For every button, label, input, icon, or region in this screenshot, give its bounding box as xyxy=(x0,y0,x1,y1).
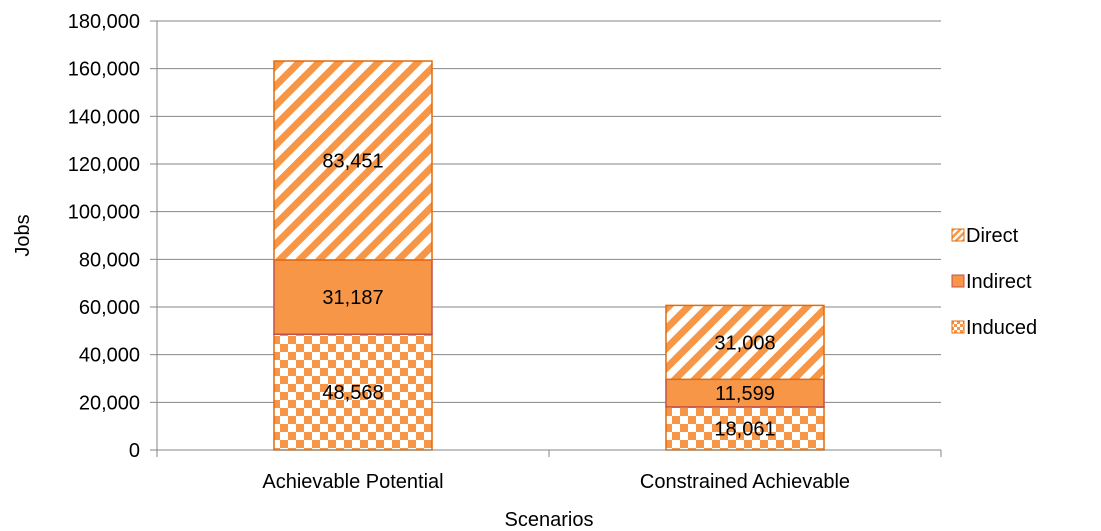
bar-segment-induced xyxy=(273,333,433,451)
data-label: 31,187 xyxy=(322,287,383,309)
legend: Direct Indirect Induced xyxy=(951,225,1037,339)
legend-swatch-direct xyxy=(951,228,965,242)
y-tick-label: 20,000 xyxy=(79,392,140,414)
x-tick-label: Constrained Achievable xyxy=(640,471,850,493)
legend-swatch-induced xyxy=(951,320,965,334)
bar-segment-indirect xyxy=(273,259,433,335)
bar-segment-indirect xyxy=(665,378,825,408)
x-axis: Achievable Potential Constrained Achievab… xyxy=(156,449,942,493)
y-tick-label: 0 xyxy=(129,440,140,462)
bar-segment-induced xyxy=(665,406,825,451)
data-label: 48,568 xyxy=(322,382,383,404)
bars: 48,568 31,187 83,451 18,061 11,599 31,008 xyxy=(273,60,825,451)
data-label: 83,451 xyxy=(322,150,383,172)
bar-segment-direct xyxy=(665,304,825,381)
y-axis: 0 20,000 40,000 60,000 80,000 100,000 120,000 1… xyxy=(68,11,158,462)
y-tick-label: 40,000 xyxy=(79,345,140,367)
y-tick-label: 180,000 xyxy=(68,11,140,33)
y-tick-label: 60,000 xyxy=(79,297,140,319)
data-label: 31,008 xyxy=(714,332,775,354)
y-tick-label: 160,000 xyxy=(68,59,140,81)
data-label: 18,061 xyxy=(714,418,775,440)
legend-swatch-indirect xyxy=(951,274,965,288)
y-axis-title: Jobs xyxy=(12,214,34,256)
bar-segment-direct xyxy=(273,60,433,261)
y-tick-label: 80,000 xyxy=(79,249,140,271)
legend-label: Direct xyxy=(966,225,1019,247)
y-tick-label: 120,000 xyxy=(68,154,140,176)
x-tick-label: Achievable Potential xyxy=(262,471,443,493)
legend-label: Induced xyxy=(966,317,1037,339)
data-label: 11,599 xyxy=(715,383,775,405)
y-tick-label: 140,000 xyxy=(68,106,140,128)
y-tick-label: 100,000 xyxy=(68,202,140,224)
legend-label: Indirect xyxy=(966,271,1032,293)
x-axis-title: Scenarios xyxy=(505,509,594,531)
